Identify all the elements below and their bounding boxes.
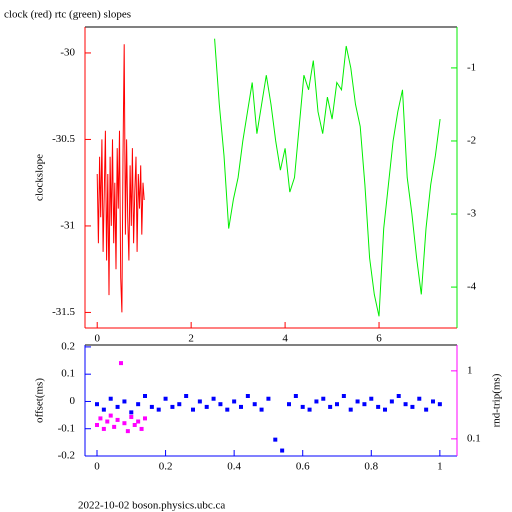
scatter-point bbox=[225, 407, 230, 412]
x-tick-label: 6 bbox=[376, 333, 382, 345]
scatter-point bbox=[341, 394, 346, 398]
y2-tick-label: -2 bbox=[467, 135, 476, 147]
y-axis-label: offset(ms) bbox=[34, 378, 46, 423]
scatter-point bbox=[95, 402, 99, 407]
series-line bbox=[96, 44, 145, 313]
scatter-point bbox=[376, 404, 381, 409]
scatter-point bbox=[101, 407, 106, 412]
scatter-point bbox=[163, 396, 168, 401]
scatter-point bbox=[300, 404, 305, 409]
scatter-point bbox=[335, 402, 339, 407]
scatter-point bbox=[143, 416, 147, 421]
scatter-point bbox=[115, 417, 120, 422]
scatter-point bbox=[307, 407, 312, 412]
scatter-point bbox=[369, 396, 374, 401]
scatter-point bbox=[204, 404, 209, 409]
scatter-point bbox=[105, 419, 110, 424]
scatter-point bbox=[132, 422, 137, 427]
scatter-point bbox=[125, 429, 130, 434]
scatter-point bbox=[417, 396, 422, 401]
y-axis-label: clockslope bbox=[34, 154, 46, 201]
y-tick-label: 0.1 bbox=[61, 368, 75, 380]
scatter-point bbox=[293, 394, 298, 398]
scatter-point bbox=[314, 399, 319, 404]
y-tick-label: -0.2 bbox=[58, 450, 75, 462]
scatter-point bbox=[139, 426, 144, 431]
scatter-point bbox=[348, 407, 353, 412]
scatter-point bbox=[101, 426, 106, 431]
scatter-point bbox=[95, 422, 99, 427]
scatter-point bbox=[280, 448, 285, 453]
scatter-point bbox=[129, 414, 134, 419]
x-tick-label: 0.4 bbox=[227, 461, 241, 473]
scatter-point bbox=[122, 421, 127, 426]
y-tick-label: 0 bbox=[70, 395, 76, 407]
scatter-point bbox=[122, 399, 127, 404]
scatter-point bbox=[129, 410, 134, 415]
scatter-point bbox=[218, 402, 223, 407]
y2-tick-label: -3 bbox=[467, 208, 477, 220]
scatter-point bbox=[396, 394, 401, 398]
scatter-point bbox=[211, 396, 216, 401]
x-tick-label: 0 bbox=[94, 333, 100, 345]
scatter-point bbox=[136, 402, 141, 407]
y-tick-label: -30.5 bbox=[52, 133, 75, 145]
y2-axis-label: rnd-trip(ms) bbox=[491, 373, 503, 427]
scatter-point bbox=[389, 399, 394, 404]
scatter-point bbox=[328, 404, 333, 409]
x-tick-label: 4 bbox=[282, 333, 288, 345]
scatter-point bbox=[177, 402, 182, 407]
scatter-point bbox=[245, 394, 250, 398]
scatter-point bbox=[136, 419, 141, 424]
y-tick-label: -31.5 bbox=[52, 306, 75, 318]
scatter-point bbox=[112, 424, 117, 429]
scatter-point bbox=[355, 399, 360, 404]
scatter-point bbox=[156, 407, 161, 412]
scatter-point bbox=[273, 437, 278, 442]
scatter-point bbox=[170, 404, 175, 409]
scatter-point bbox=[98, 416, 103, 421]
scatter-point bbox=[149, 404, 154, 409]
x-tick-label: 0.2 bbox=[159, 461, 173, 473]
y2-tick-label: -4 bbox=[467, 281, 477, 293]
scatter-point bbox=[431, 399, 435, 404]
scatter-point bbox=[403, 402, 408, 407]
scatter-point bbox=[143, 394, 147, 398]
scatter-point bbox=[252, 402, 257, 407]
scatter-point bbox=[108, 396, 113, 401]
x-tick-label: 1 bbox=[437, 461, 443, 473]
scatter-point bbox=[191, 407, 195, 412]
x-tick-label: 0 bbox=[94, 461, 100, 473]
y-tick-label: -31 bbox=[60, 219, 75, 231]
y2-tick-label: -1 bbox=[467, 61, 476, 73]
x-tick-label: 2 bbox=[188, 333, 194, 345]
x-tick-label: 0.6 bbox=[296, 461, 310, 473]
scatter-point bbox=[197, 399, 202, 404]
scatter-point bbox=[115, 404, 120, 409]
scatter-point bbox=[239, 404, 243, 409]
chart-title: clock (red) rtc (green) slopes bbox=[4, 9, 131, 21]
scatter-point bbox=[108, 413, 113, 418]
scatter-point bbox=[383, 407, 387, 412]
scatter-point bbox=[119, 361, 123, 366]
scatter-point bbox=[232, 399, 237, 404]
scatter-point bbox=[184, 394, 189, 398]
y2-tick-label: 0.1 bbox=[467, 432, 481, 444]
scatter-point bbox=[362, 402, 367, 407]
scatter-point bbox=[437, 402, 442, 407]
footer: 2022-10-02 boson.physics.ubc.ca bbox=[78, 500, 225, 512]
series-line bbox=[214, 38, 441, 317]
scatter-point bbox=[287, 402, 291, 407]
y-tick-label: -30 bbox=[60, 46, 75, 58]
y-tick-label: 0.2 bbox=[61, 340, 75, 352]
y-tick-label: -0.1 bbox=[58, 422, 75, 434]
scatter-point bbox=[424, 407, 429, 412]
x-tick-label: 0.8 bbox=[364, 461, 378, 473]
scatter-point bbox=[259, 407, 264, 412]
scatter-point bbox=[321, 396, 326, 401]
scatter-point bbox=[266, 396, 271, 401]
y2-tick-label: 1 bbox=[467, 364, 473, 376]
scatter-point bbox=[410, 404, 415, 409]
